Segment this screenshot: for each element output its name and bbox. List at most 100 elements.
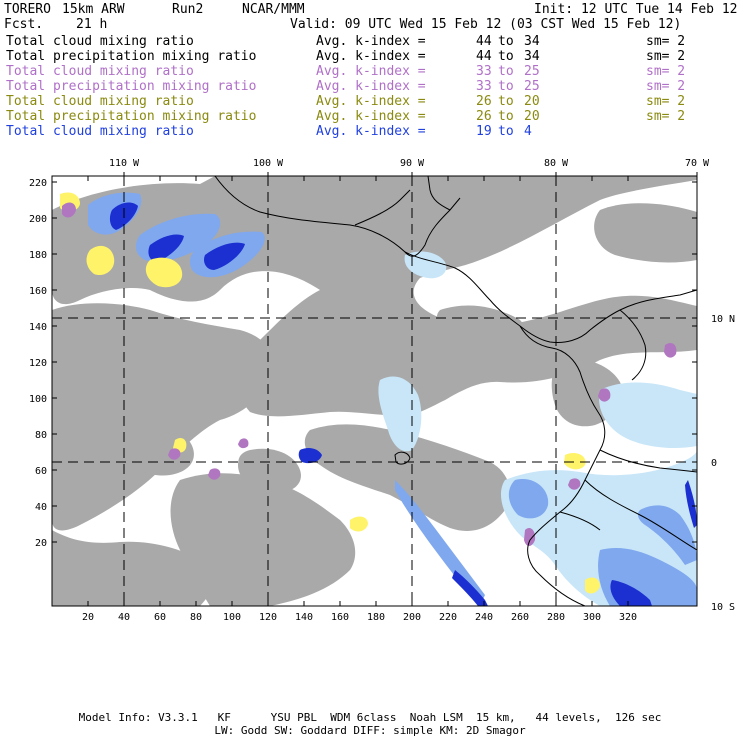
legend-from: 19	[476, 124, 492, 139]
y-tick-label: 140	[29, 322, 47, 333]
y-tick-label: 220	[29, 178, 47, 189]
legend-to: 25	[524, 79, 540, 94]
legend-index-label: Avg. k-index =	[316, 64, 426, 79]
latitude-label: 10 S	[711, 602, 735, 613]
lat-lon-grid	[52, 176, 697, 606]
y-axis-ticks: 220 200 180 160 140 120 100 80 60 40 20	[29, 178, 697, 549]
x-tick-label: 120	[259, 612, 277, 623]
y-tick-label: 80	[35, 430, 47, 441]
valid-time: Valid: 09 UTC Wed 15 Feb 12 (03 CST Wed …	[290, 17, 682, 32]
y-tick-label: 160	[29, 286, 47, 297]
x-axis-ticks: 20 40 60 80 100 120 140 160 180 200 220 240 260 280 30…	[82, 176, 637, 623]
legend-index-label: Avg. k-index =	[316, 124, 426, 139]
legend-from: 44	[476, 49, 492, 64]
latitude-labels: 10 N 0 10 S	[711, 314, 735, 613]
physics-info-line: LW: Godd SW: Goddard DIFF: simple KM: 2D…	[214, 724, 526, 737]
longitude-label: 80 W	[544, 158, 569, 169]
y-tick-label: 20	[35, 538, 47, 549]
cloud-field-deep-blue	[109, 202, 697, 606]
legend-from: 26	[476, 109, 492, 124]
latitude-label: 10 N	[711, 314, 735, 325]
legend-to-label: to	[498, 124, 514, 139]
x-tick-label: 320	[619, 612, 637, 623]
latitude-label: 0	[711, 458, 717, 469]
longitude-label: 110 W	[109, 158, 140, 169]
legend-field: Total cloud mixing ratio	[6, 124, 194, 139]
legend-to-label: to	[498, 94, 514, 109]
legend-index-label: Avg. k-index =	[316, 34, 426, 49]
model-resolution: 15km ARW	[62, 2, 125, 17]
legend-row: Total cloud mixing ratio Avg. k-index = 33…	[6, 64, 706, 79]
legend-index-label: Avg. k-index =	[316, 49, 426, 64]
forecast-hour: 21 h	[76, 17, 108, 32]
legend-to-label: to	[498, 109, 514, 124]
legend-row: Total precipitation mixing ratio Avg. k-i…	[6, 79, 706, 94]
longitude-label: 100 W	[253, 158, 284, 169]
init-time: Init: 12 UTC Tue 14 Feb 12	[534, 2, 738, 17]
cloud-field-light-blue	[378, 251, 697, 606]
x-tick-label: 140	[295, 612, 313, 623]
legend-to-label: to	[498, 79, 514, 94]
legend-smoothing: sm= 2	[646, 79, 686, 94]
model-name: TORERO	[4, 2, 51, 17]
run-label: Run2	[172, 2, 204, 17]
cloud-field-purple	[62, 202, 677, 546]
legend-index-label: Avg. k-index =	[316, 109, 426, 124]
y-tick-label: 180	[29, 250, 47, 261]
x-tick-label: 300	[583, 612, 601, 623]
legend-field: Total precipitation mixing ratio	[6, 109, 257, 124]
legend-row: Total precipitation mixing ratio Avg. k-i…	[6, 109, 706, 124]
legend-to-label: to	[498, 64, 514, 79]
legend-field: Total cloud mixing ratio	[6, 34, 194, 49]
legend-from: 26	[476, 94, 492, 109]
legend-smoothing: sm= 2	[646, 64, 686, 79]
x-tick-label: 260	[511, 612, 529, 623]
legend-smoothing: sm= 2	[646, 34, 686, 49]
x-tick-label: 80	[190, 612, 202, 623]
longitude-label: 70 W	[685, 158, 710, 169]
legend-row: Total precipitation mixing ratio Avg. k-i…	[6, 49, 706, 64]
legend-smoothing: sm= 2	[646, 94, 686, 109]
legend-to: 20	[524, 94, 540, 109]
x-tick-label: 180	[367, 612, 385, 623]
legend-index-label: Avg. k-index =	[316, 79, 426, 94]
plot-frame	[51, 175, 698, 607]
legend-smoothing: sm= 2	[646, 109, 686, 124]
y-tick-label: 120	[29, 358, 47, 369]
x-tick-label: 280	[547, 612, 565, 623]
x-tick-label: 160	[331, 612, 349, 623]
forecast-label: Fcst.	[4, 17, 44, 32]
legend-to-label: to	[498, 34, 514, 49]
x-tick-label: 240	[475, 612, 493, 623]
cloud-field-yellow	[60, 192, 600, 594]
legend-field: Total precipitation mixing ratio	[6, 79, 257, 94]
x-tick-label: 200	[403, 612, 421, 623]
y-tick-label: 40	[35, 502, 47, 513]
legend-row: Total cloud mixing ratio Avg. k-index = 44…	[6, 34, 706, 49]
legend-to: 25	[524, 64, 540, 79]
legend-to: 4	[524, 124, 532, 139]
x-tick-label: 60	[154, 612, 166, 623]
legend-index-label: Avg. k-index =	[316, 94, 426, 109]
legend-to: 34	[524, 34, 540, 49]
legend-from: 44	[476, 34, 492, 49]
legend-to: 20	[524, 109, 540, 124]
forecast-map: 110 W 100 W 90 W 80 W 70 W	[29, 158, 735, 623]
legend-field: Total cloud mixing ratio	[6, 94, 194, 109]
y-tick-label: 200	[29, 214, 47, 225]
y-tick-label: 100	[29, 394, 47, 405]
organization-label: NCAR/MMM	[242, 2, 305, 17]
model-info-line: Model Info: V3.3.1 KF YSU PBL WDM 6class…	[78, 711, 662, 724]
longitude-label: 90 W	[400, 158, 425, 169]
legend-row: Total cloud mixing ratio Avg. k-index = 19…	[6, 124, 706, 139]
x-tick-label: 220	[439, 612, 457, 623]
longitude-labels: 110 W 100 W 90 W 80 W 70 W	[109, 158, 710, 176]
legend-to: 34	[524, 49, 540, 64]
x-tick-label: 20	[82, 612, 94, 623]
y-tick-label: 60	[35, 466, 47, 477]
x-tick-label: 100	[223, 612, 241, 623]
legend-to-label: to	[498, 49, 514, 64]
legend-field: Total cloud mixing ratio	[6, 64, 194, 79]
legend-smoothing: sm= 2	[646, 49, 686, 64]
x-tick-label: 40	[118, 612, 130, 623]
